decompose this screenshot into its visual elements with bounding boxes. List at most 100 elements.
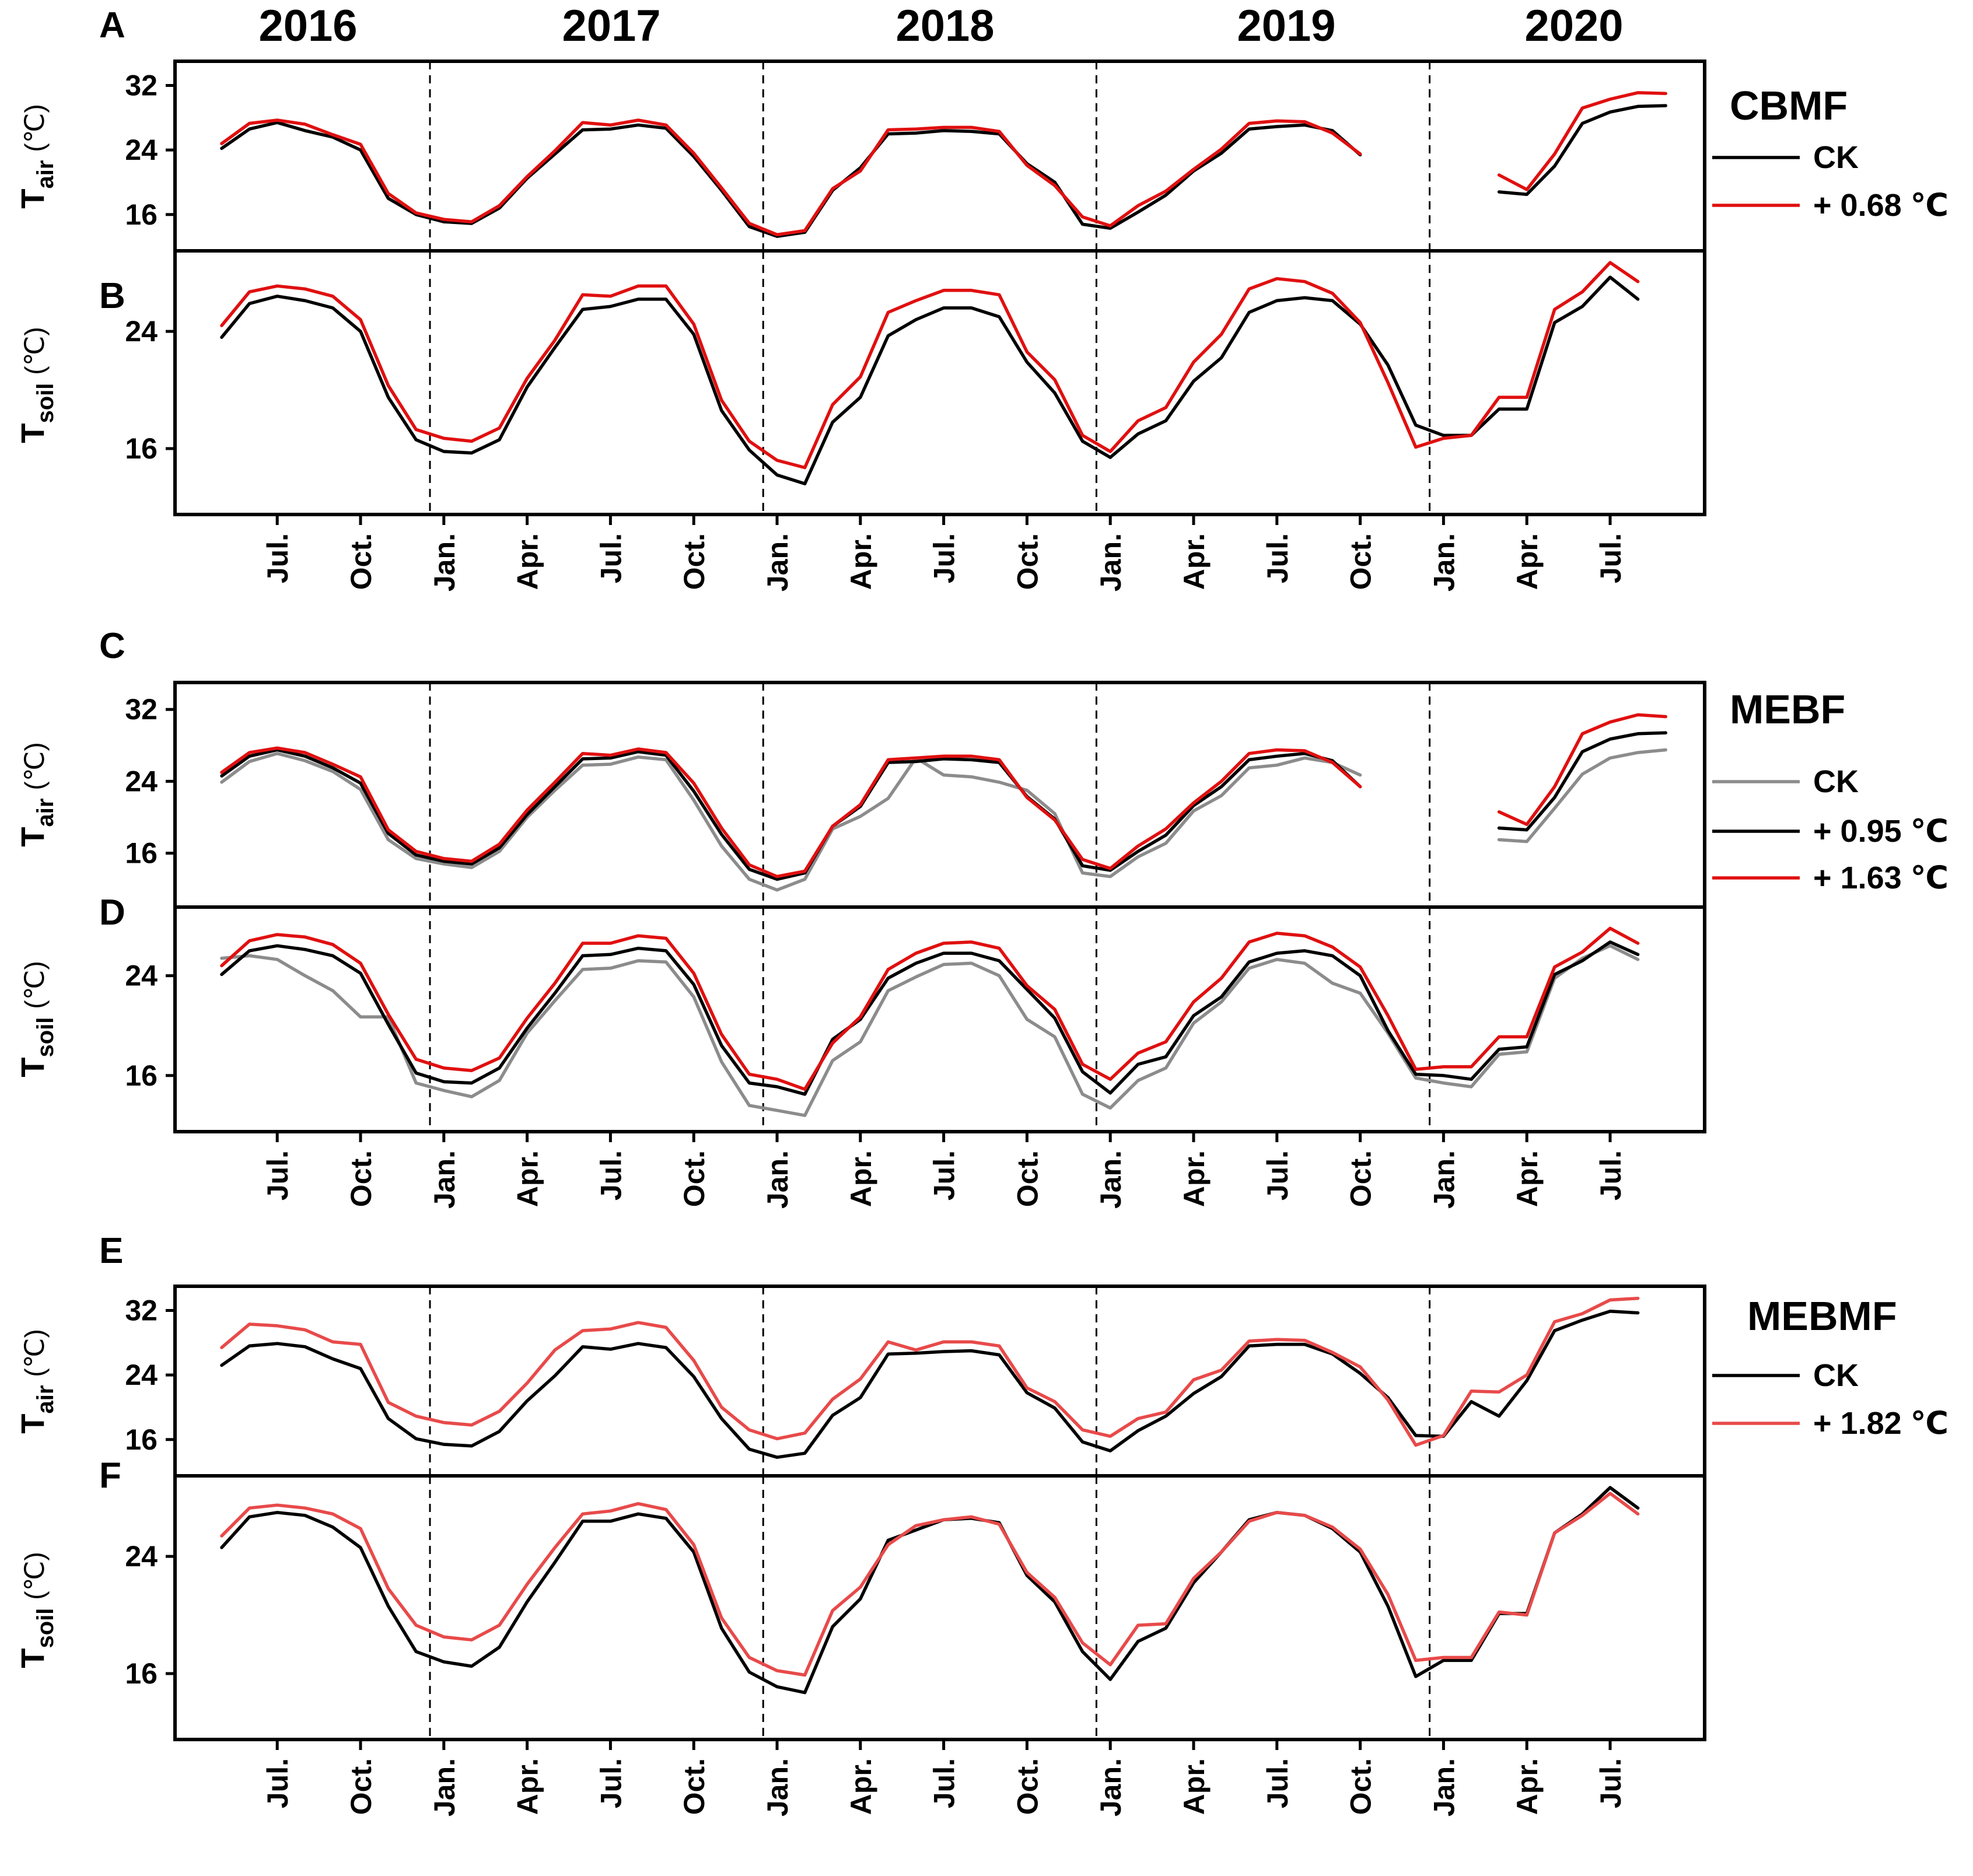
month-tick-label: Jul. [594, 533, 627, 583]
panel-c-ytick-label-32: 32 [125, 693, 158, 726]
panel-c-year-dividers [429, 682, 1431, 907]
month-tick-label: Oct. [678, 533, 711, 590]
panel-c-series-warming-2 [220, 713, 1667, 878]
legend-label-plus-163: + 1.63 ℃ [1813, 860, 1948, 895]
month-tick-label: Apr. [1178, 533, 1211, 590]
panel-b-ytick-label-24: 24 [125, 315, 158, 348]
month-tick-label: Oct. [1345, 533, 1377, 590]
panel-d-series [220, 926, 1640, 1117]
site-title-mebf: MEBF [1730, 687, 1845, 732]
panel-a-yticks: 16 24 32 [125, 69, 175, 231]
month-tick-label: Jan. [1428, 533, 1460, 592]
month-tick-label: Oct. [678, 1150, 711, 1207]
panel-letter-d: D [99, 892, 125, 933]
panel-d-year-dividers [429, 907, 1431, 1132]
month-tick-label: Jul. [1261, 1758, 1294, 1808]
site-title-cbmf: CBMF [1730, 83, 1848, 128]
month-tick-label: Jul. [1261, 533, 1294, 583]
month-tick-label: Oct. [1345, 1150, 1377, 1207]
panel-e-yticks: 16 24 32 [125, 1294, 175, 1456]
month-tick-label: Jul. [1594, 1150, 1627, 1200]
legend-label-ck-gray: CK [1813, 764, 1859, 799]
legend-label-ck: CK [1813, 140, 1859, 175]
month-tick-label: Oct. [345, 533, 377, 590]
month-tick-label: Apr. [512, 533, 544, 590]
panel-c-ytick-label-16: 16 [125, 837, 158, 870]
panel-letter-b: B [99, 276, 125, 316]
panel-e-series-warming-1 [220, 1296, 1640, 1447]
panel-letter-e: E [99, 1231, 123, 1271]
year-label-2020: 2020 [1524, 1, 1623, 51]
month-tick-label: Jan. [761, 533, 794, 592]
panel-c-series-warming-1 [220, 731, 1667, 881]
panel-a-frame [173, 60, 1706, 253]
panel-d-ytick-label-16: 16 [125, 1059, 158, 1092]
panel-e-ytick-label-24: 24 [125, 1359, 158, 1391]
panel-d-series-ck [220, 944, 1640, 1117]
panel-e-series-ck [220, 1310, 1640, 1459]
panel-a-ylabel: Tair(℃) [14, 104, 58, 208]
panel-d-ytick-label-24: 24 [125, 960, 158, 992]
panel-e-mebmf-tair: 16 24 32 [125, 1284, 1706, 1478]
panel-b-series-warming-1 [220, 261, 1640, 470]
month-tick-label: Apr. [1178, 1150, 1211, 1207]
panel-d-series-warming-2 [220, 926, 1640, 1091]
panel-f-ytick-label-24: 24 [125, 1540, 158, 1573]
month-tick-label: Jul. [261, 1758, 294, 1808]
month-tick-label: Jul. [928, 1150, 961, 1200]
panel-e-ytick-label-16: 16 [125, 1423, 158, 1456]
panel-letter-c: C [99, 626, 125, 666]
panel-c-mebf-tair: 16 24 32 [125, 681, 1706, 909]
month-tick-label: Oct. [1011, 533, 1044, 590]
panel-d-series-warming-1 [220, 940, 1640, 1096]
panel-c-series-ck [220, 748, 1667, 892]
month-tick-label: Oct. [678, 1758, 711, 1815]
panel-e-frame [173, 1284, 1706, 1478]
month-tick-label: Jul. [928, 1758, 961, 1808]
panel-a-year-dividers [429, 61, 1431, 251]
month-tick-label: Jul. [594, 1150, 627, 1200]
month-tick-label: Jan. [1094, 1758, 1127, 1817]
month-tick-label: Jan. [761, 1150, 794, 1209]
month-tick-label: Jan. [428, 1758, 461, 1817]
panel-a-series-warming-1 [220, 91, 1667, 237]
month-tick-label: Jan. [761, 1758, 794, 1817]
month-tick-label: Apr. [1178, 1758, 1211, 1815]
legend-label-plus-182: + 1.82 ℃ [1813, 1406, 1948, 1441]
month-tick-label: Jul. [928, 533, 961, 583]
month-tick-label: Oct. [1011, 1150, 1044, 1207]
panel-c-series [220, 713, 1667, 892]
panel-e-year-dividers [429, 1286, 1431, 1476]
month-tick-label: Jul. [1594, 533, 1627, 583]
month-tick-label: Apr. [1511, 1150, 1544, 1207]
panel-a-ytick-label-32: 32 [125, 69, 158, 102]
panel-f-year-dividers [429, 1476, 1431, 1740]
panel-a-series-ck [220, 104, 1667, 238]
month-tick-label: Apr. [1511, 533, 1544, 590]
month-tick-label: Oct. [345, 1150, 377, 1207]
panel-a-ytick-label-16: 16 [125, 198, 158, 231]
month-tick-label: Apr. [512, 1758, 544, 1815]
panel-b-year-dividers [429, 251, 1431, 514]
panel-d-frame [173, 905, 1706, 1133]
month-tick-label: Jul. [594, 1758, 627, 1808]
panel-f-series-ck [220, 1486, 1640, 1695]
month-tick-label: Jan. [1094, 533, 1127, 592]
panel-e-series [220, 1296, 1640, 1459]
panel-f-series-warming-1 [220, 1492, 1640, 1677]
month-tick-label: Apr. [845, 533, 877, 590]
month-tick-label: Apr. [512, 1150, 544, 1207]
panel-c-ylabel: Tair(℃) [14, 742, 58, 846]
month-tick-label: Jan. [1428, 1150, 1460, 1209]
year-label-2017: 2017 [562, 1, 660, 51]
month-tick-label: Apr. [845, 1150, 877, 1207]
month-tick-label: Jan. [1094, 1150, 1127, 1209]
panel-letter-f: F [99, 1455, 121, 1496]
